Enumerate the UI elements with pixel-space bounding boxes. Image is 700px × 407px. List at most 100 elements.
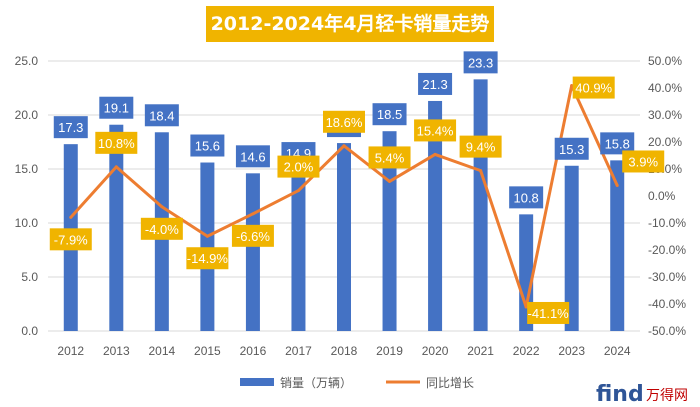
growth-point [615, 183, 619, 187]
growth-value-box [622, 150, 665, 173]
growth-point [570, 84, 574, 88]
bar-value-box [235, 145, 270, 168]
bar [200, 162, 215, 331]
growth-value-box [231, 224, 274, 247]
y-right-tick-label: -30.0% [648, 270, 686, 284]
watermark: find 万得网 [596, 382, 688, 407]
growth-value-label: -41.1% [528, 306, 570, 321]
bar-value-box [144, 104, 179, 127]
y-left-tick-label: 10.0 [15, 216, 39, 230]
y-left-tick-label: 20.0 [15, 108, 39, 122]
bar [428, 100, 443, 332]
bar [291, 170, 306, 331]
growth-value-box [95, 131, 138, 154]
growth-value-box [414, 119, 457, 142]
x-tick-label: 2016 [240, 344, 267, 358]
bar-value-label: 14.6 [240, 149, 265, 164]
growth-point [479, 169, 483, 173]
y-right-tick-label: 50.0% [648, 54, 682, 68]
x-tick-label: 2024 [604, 344, 631, 358]
growth-value-label: 3.9% [628, 154, 658, 169]
bar [382, 131, 397, 331]
growth-value-box [572, 76, 615, 99]
y-right-tick-label: 40.0% [648, 81, 682, 95]
y-right-tick-label: -20.0% [648, 243, 686, 257]
growth-value-label: 15.4% [417, 123, 454, 138]
bar-value-box [509, 186, 544, 209]
growth-value-label: 5.4% [375, 150, 405, 165]
bar-value-box [600, 132, 635, 155]
y-right-tick-label: 0.0% [648, 189, 676, 203]
bar-value-label: 15.8 [605, 136, 630, 151]
growth-point [160, 205, 164, 209]
growth-point [251, 212, 255, 216]
bar [245, 173, 260, 331]
growth-value-box [527, 301, 570, 324]
growth-value-label: -7.9% [54, 232, 88, 247]
growth-point [433, 152, 437, 156]
watermark-cn: 万得网 [646, 387, 688, 404]
y-right-tick-label: 20.0% [648, 135, 682, 149]
bar-value-label: 15.6 [195, 139, 220, 154]
y-left-tick-label: 5.0 [21, 270, 38, 284]
bar [610, 160, 625, 331]
growth-value-label: 18.6% [326, 115, 363, 130]
bar-value-box [418, 72, 453, 95]
bar-value-box [99, 96, 134, 119]
y-right-tick-label: -40.0% [648, 297, 686, 311]
bar [564, 165, 579, 331]
legend-line-label: 同比增长 [426, 376, 474, 390]
x-axis: 2012 2013 2014 2015 2016 2017 2018 2019 2020 2021… [57, 344, 630, 358]
y-left-tick-label: 15.0 [15, 162, 39, 176]
y-left-tick-label: 0.0 [21, 324, 38, 338]
x-tick-label: 2018 [331, 344, 358, 358]
x-tick-label: 2021 [467, 344, 494, 358]
y-right-tick-label: -50.0% [648, 324, 686, 338]
bar-value-label: 17.3 [58, 120, 83, 135]
growth-value-box [459, 135, 502, 158]
x-tick-label: 2020 [422, 344, 449, 358]
growth-value-label: -6.6% [236, 229, 270, 244]
x-tick-label: 2019 [376, 344, 403, 358]
growth-point [342, 144, 346, 148]
bar-value-label: 10.8 [513, 190, 538, 205]
bar [337, 143, 351, 331]
growth-value-label: -4.0% [145, 222, 179, 237]
legend-bar-swatch [240, 378, 274, 386]
growth-value-box [277, 155, 320, 178]
y-right-tick-label: -10.0% [648, 216, 686, 230]
data-labels: 17.319.118.415.614.614.917.418.521.323.3… [49, 51, 665, 324]
y-left-tick-label: 25.0 [15, 54, 39, 68]
growth-value-box [323, 110, 365, 133]
line-series [69, 84, 619, 309]
growth-point [205, 234, 209, 238]
growth-point [388, 179, 392, 183]
watermark-find: find [596, 382, 644, 407]
bar-value-box [463, 51, 498, 74]
growth-value-box [49, 228, 92, 251]
y-right-tick-label: 30.0% [648, 108, 682, 122]
growth-point [296, 189, 300, 193]
x-tick-label: 2017 [285, 344, 312, 358]
growth-value-label: -14.9% [187, 251, 229, 266]
bar [473, 79, 488, 331]
bar-value-label: 15.3 [559, 142, 584, 157]
x-tick-label: 2023 [558, 344, 585, 358]
y-axis-left: 0.0 5.0 10.0 15.0 20.0 25.0 [15, 54, 39, 338]
y-axis-right: -50.0%-40.0%-30.0%-20.0%-10.0%0.0%10.0%2… [648, 54, 686, 338]
x-tick-label: 2013 [103, 344, 130, 358]
bar-value-label: 19.1 [104, 101, 129, 116]
growth-value-label: 9.4% [466, 140, 496, 155]
bar-value-box [372, 103, 407, 126]
growth-value-box [186, 247, 229, 270]
growth-value-label: 40.9% [575, 81, 612, 96]
x-tick-label: 2012 [57, 344, 84, 358]
bar-value-box [554, 137, 589, 160]
growth-point [69, 215, 73, 219]
growth-value-box [368, 146, 411, 169]
x-tick-label: 2015 [194, 344, 221, 358]
legend: 销量（万辆） 同比增长 [240, 376, 474, 390]
bar-value-label: 21.3 [422, 77, 447, 92]
bar-value-label: 18.5 [377, 107, 402, 122]
